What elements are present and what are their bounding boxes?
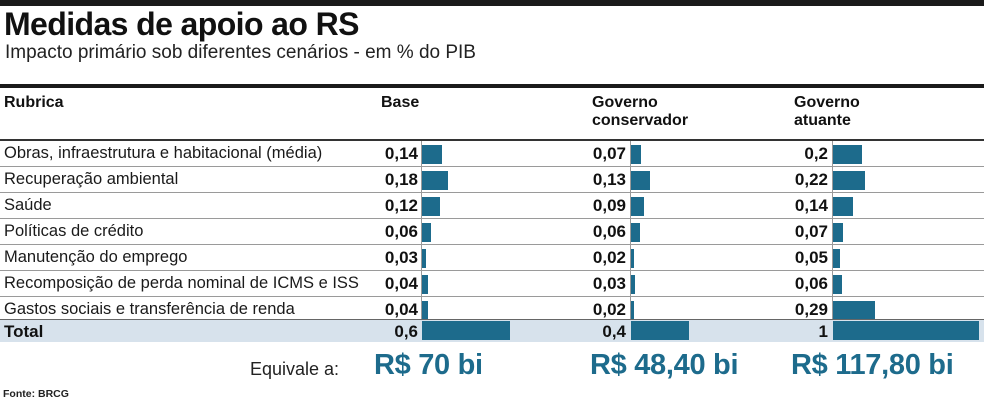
row-divider	[0, 296, 984, 297]
bar-atuante	[833, 301, 875, 320]
total-bar-base	[422, 321, 510, 340]
value-atuante: 0,22	[794, 170, 828, 189]
bar-atuante	[833, 197, 853, 216]
value-base: 0,03	[384, 248, 418, 267]
row-label: Políticas de crédito	[4, 222, 144, 240]
bar-conservador	[631, 301, 634, 320]
total-bar-conservador	[631, 321, 689, 340]
value-base: 0,06	[384, 222, 418, 241]
value-atuante: 0,29	[794, 300, 828, 319]
value-atuante: 0,2	[804, 144, 828, 163]
table-row: Obras, infraestrutura e habitacional (mé…	[0, 141, 984, 167]
bar-conservador	[631, 197, 644, 216]
equivalent-label: Equivale a:	[250, 359, 340, 379]
table-row: Saúde 0,12 0,09 0,14	[0, 193, 984, 219]
bar-base	[422, 223, 431, 242]
total-row: Total 0,6 0,4 1	[0, 320, 984, 342]
value-conservador: 0,02	[592, 248, 626, 267]
value-atuante: 0,07	[794, 222, 828, 241]
total-rule	[0, 319, 984, 320]
value-base: 0,12	[384, 196, 418, 215]
bar-atuante	[833, 145, 862, 164]
bar-conservador	[631, 249, 634, 268]
total-value-conservador: 0,4	[602, 322, 626, 341]
bar-conservador	[631, 171, 650, 190]
row-divider	[0, 166, 984, 167]
column-separator-atuante	[832, 141, 833, 341]
column-header-governo-conservador: Governo conservador	[592, 94, 689, 129]
bar-conservador	[631, 223, 640, 242]
row-divider	[0, 218, 984, 219]
top-rule	[0, 0, 984, 6]
row-divider	[0, 244, 984, 245]
total-label: Total	[4, 322, 44, 341]
bar-atuante	[833, 249, 840, 268]
value-atuante: 0,05	[794, 248, 828, 267]
table-row: Políticas de crédito 0,06 0,06 0,07	[0, 219, 984, 245]
row-label: Recomposição de perda nominal de ICMS e …	[4, 274, 359, 292]
row-label: Recuperação ambiental	[4, 170, 179, 188]
bar-base	[422, 301, 428, 320]
chart-title: Medidas de apoio ao RS	[4, 6, 359, 42]
column-header-governo-atuante: Governo atuante	[794, 94, 860, 129]
bar-conservador	[631, 145, 641, 164]
row-divider	[0, 270, 984, 271]
bar-atuante	[833, 275, 842, 294]
column-separator-conservador	[630, 141, 631, 341]
value-conservador: 0,13	[592, 170, 626, 189]
bar-atuante	[833, 171, 865, 190]
value-base: 0,14	[384, 144, 418, 163]
value-base: 0,18	[384, 170, 418, 189]
total-value-atuante: 1	[818, 322, 828, 341]
row-label: Manutenção do emprego	[4, 248, 188, 266]
equivalent-atuante: R$ 117,80 bi	[791, 349, 954, 381]
value-conservador: 0,02	[592, 300, 626, 319]
bar-base	[422, 249, 426, 268]
bar-base	[422, 197, 440, 216]
chart-subtitle: Impacto primário sob diferentes cenários…	[5, 42, 476, 63]
column-header-rule	[0, 139, 984, 141]
total-bar-atuante	[833, 321, 979, 340]
row-divider	[0, 192, 984, 193]
value-base: 0,04	[384, 274, 418, 293]
column-header-base: Base	[381, 94, 420, 111]
bar-atuante	[833, 223, 843, 242]
header-rule	[0, 84, 984, 88]
value-conservador: 0,09	[592, 196, 626, 215]
value-atuante: 0,06	[794, 274, 828, 293]
bar-base	[422, 275, 428, 294]
bar-base	[422, 145, 442, 164]
equivalent-conservador: R$ 48,40 bi	[590, 349, 739, 381]
table-row: Manutenção do emprego 0,03 0,02 0,05	[0, 245, 984, 271]
value-conservador: 0,06	[592, 222, 626, 241]
source-note: Fonte: BRCG	[3, 388, 69, 400]
table-row: Recuperação ambiental 0,18 0,13 0,22	[0, 167, 984, 193]
row-label: Saúde	[4, 196, 52, 214]
value-base: 0,04	[384, 300, 418, 319]
equivalent-base: R$ 70 bi	[374, 349, 483, 381]
total-value-base: 0,6	[394, 322, 418, 341]
column-header-rubrica: Rubrica	[4, 94, 64, 111]
bar-base	[422, 171, 448, 190]
bar-conservador	[631, 275, 635, 294]
value-conservador: 0,07	[592, 144, 626, 163]
value-atuante: 0,14	[794, 196, 828, 215]
column-separator-base	[421, 141, 422, 341]
value-conservador: 0,03	[592, 274, 626, 293]
table-row: Recomposição de perda nominal de ICMS e …	[0, 271, 984, 297]
row-label: Obras, infraestrutura e habitacional (mé…	[4, 144, 323, 162]
row-label: Gastos sociais e transferência de renda	[4, 300, 295, 318]
